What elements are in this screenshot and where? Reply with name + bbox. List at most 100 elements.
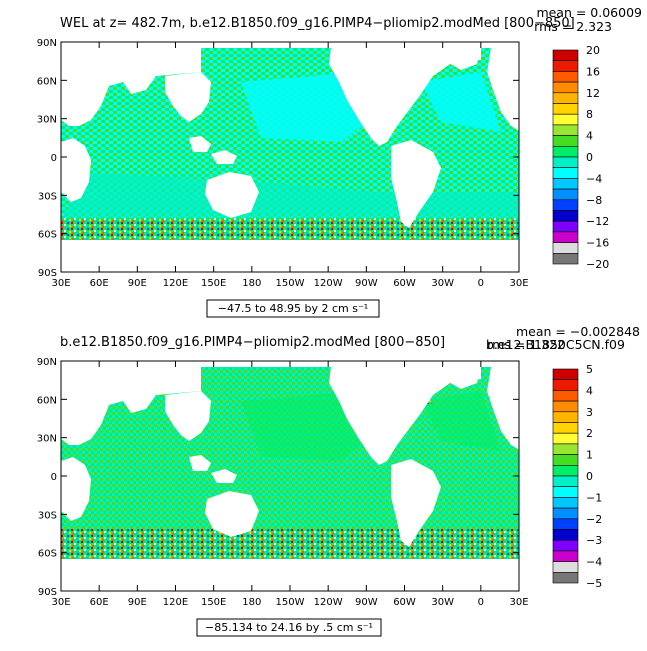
colorbar-swatch (552, 539, 579, 552)
y-tick-label: 90N (37, 357, 57, 368)
y-tick-label: 30N (37, 115, 57, 126)
y-tick-label: 90S (38, 587, 57, 598)
colorbar-swatch (552, 571, 579, 584)
x-tick-label: 30E (509, 278, 528, 289)
colorbar-label: 4 (586, 130, 593, 143)
colorbar-swatch (552, 411, 579, 423)
colorbar-label: 0 (586, 151, 593, 164)
colorbar-swatch (552, 422, 579, 434)
range-label: −47.5 to 48.95 by 2 cm s⁻¹ (218, 302, 368, 315)
colorbar-label: 1 (586, 449, 593, 462)
colorbar-swatch (552, 113, 579, 126)
colorbar-swatch (552, 400, 579, 413)
colorbar-swatch (552, 253, 579, 265)
x-tick-label: 180 (242, 597, 261, 608)
y-tick-label: 60N (37, 76, 57, 87)
x-tick-label: 150W (276, 597, 305, 608)
colorbar-swatch (552, 561, 579, 573)
colorbar-swatch (552, 188, 579, 201)
colorbar-swatch (552, 242, 579, 254)
x-tick-label: 150W (276, 278, 305, 289)
colorbar-swatch (552, 60, 579, 72)
x-tick-label: 90W (355, 278, 378, 289)
colorbar-label: 4 (586, 384, 593, 397)
colorbar-swatch (552, 124, 579, 136)
y-axis: 90N 60N 30N 0 30S 60S 90S (37, 38, 519, 279)
x-tick-label: 90E (128, 278, 147, 289)
x-tick-label: 120E (163, 597, 188, 608)
rms-label: rms = 2.323 (534, 19, 612, 34)
x-tick-label: 90E (128, 597, 147, 608)
y-tick-label: 30S (38, 510, 57, 521)
x-tick-label: 0 (478, 597, 484, 608)
x-tick-label: 60W (393, 597, 416, 608)
range-box (206, 299, 380, 318)
colorbar-label: −1 (586, 491, 602, 504)
colorbar-swatch (552, 486, 579, 498)
colorbar-label: −4 (586, 556, 602, 569)
panel-top: WEL at z= 482.7m, b.e12.B1850.f09_g16.PI… (37, 5, 642, 318)
mean-label: mean = 0.06009 (536, 5, 642, 20)
colorbar-label: −20 (586, 258, 609, 271)
colorbar-swatch (552, 210, 579, 222)
colorbar-swatch (552, 220, 579, 233)
x-tick-label: 30W (431, 597, 454, 608)
x-tick-label: 30W (431, 278, 454, 289)
x-tick-label: 120W (314, 597, 343, 608)
colorbar-swatch (552, 92, 579, 104)
colorbar-swatch (552, 49, 579, 61)
range-label: −85.134 to 24.16 by .5 cm s⁻¹ (205, 621, 373, 634)
ocean-field (61, 361, 519, 591)
colorbar-label: 12 (586, 87, 600, 100)
colorbar-swatch (552, 454, 579, 466)
panel-bottom: b.e12.B1850.f09_g16.PIMP4−pliomip2.modMe… (37, 324, 640, 637)
y-axis: 90N 60N 30N 0 30S 60S 90S (37, 357, 519, 598)
colorbar: 5 4 3 2 1 0 −1 −2 −3 −4 −5 (552, 363, 602, 590)
y-tick-label: 30N (37, 434, 57, 445)
colorbar-swatch (552, 178, 579, 190)
y-tick-label: 60S (38, 230, 57, 241)
colorbar-swatch (552, 379, 579, 391)
y-tick-label: 60N (37, 395, 57, 406)
colorbar-swatch (552, 81, 579, 94)
colorbar-label: 2 (586, 427, 593, 440)
x-tick-label: 60W (393, 278, 416, 289)
colorbar: 20 16 12 8 4 0 −4 −8 −12 −16 −20 (552, 44, 609, 271)
colorbar-swatch (552, 497, 579, 509)
colorbar-swatch (552, 71, 579, 83)
colorbar-swatch (552, 199, 579, 211)
colorbar-swatch (552, 146, 579, 158)
range-box (196, 618, 382, 637)
colorbar-swatch (552, 390, 579, 402)
colorbar-swatch (552, 432, 579, 445)
y-tick-label: 90N (37, 38, 57, 49)
colorbar-label: −16 (586, 237, 609, 250)
colorbar-label: 5 (586, 363, 593, 376)
colorbar-label: −2 (586, 513, 602, 526)
colorbar-label: 20 (586, 44, 600, 57)
chart-title: b.e12.B1850.f09_g16.PIMP4−pliomip2.modMe… (60, 335, 445, 350)
colorbar-swatch (552, 550, 579, 562)
colorbar-swatch (552, 518, 579, 530)
colorbar-swatch (552, 231, 579, 243)
x-tick-label: 90W (355, 597, 378, 608)
x-tick-label: 60E (90, 597, 109, 608)
x-tick-label: 60E (90, 278, 109, 289)
rms-label: rms = 1.322 (487, 337, 565, 352)
colorbar-swatch (552, 443, 579, 455)
colorbar-label: 0 (586, 470, 593, 483)
x-tick-label: 30E (509, 597, 528, 608)
colorbar-swatch (552, 103, 579, 115)
colorbar-swatch (552, 156, 579, 168)
right-label: b.e12.B1850C5CN.f09 (486, 337, 625, 352)
x-tick-label: 30E (51, 597, 70, 608)
colorbar-label: 16 (586, 65, 600, 78)
x-axis: 30E 60E 90E 120E 150E 180 150W 120W 90W 60W 30W 0 30… (51, 42, 529, 289)
x-tick-label: 180 (242, 278, 261, 289)
x-tick-label: 30E (51, 278, 70, 289)
colorbar-label: 8 (586, 108, 593, 121)
colorbar-label: −4 (586, 172, 602, 185)
y-tick-label: 30S (38, 191, 57, 202)
y-tick-label: 60S (38, 549, 57, 560)
